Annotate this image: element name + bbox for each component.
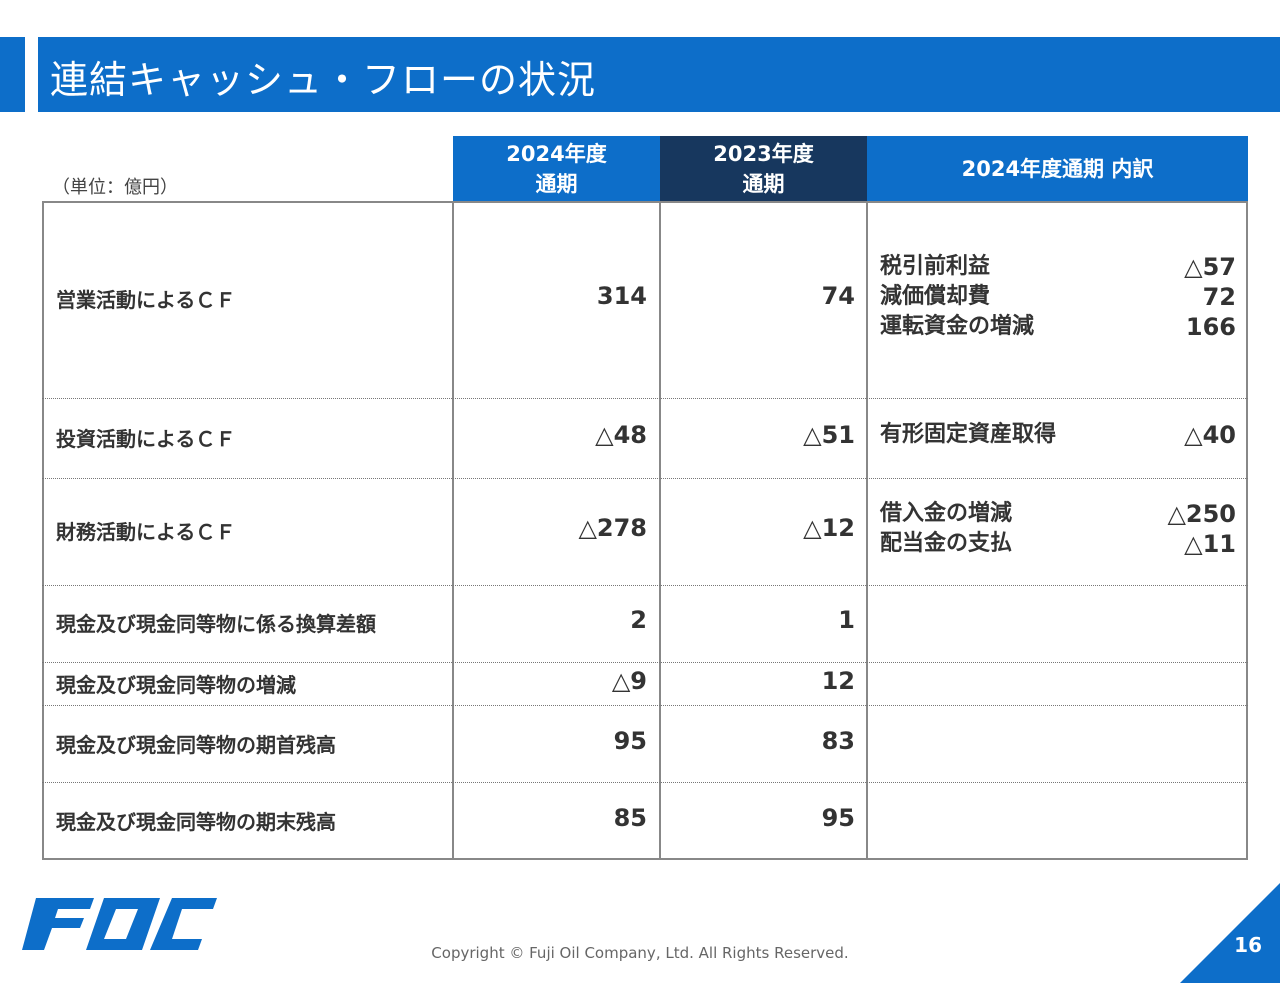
- breakdown-label: 配当金の支払: [880, 531, 1013, 556]
- breakdown-item: 借入金の増減 △250: [880, 499, 1236, 529]
- breakdown-value: △57: [1184, 253, 1236, 281]
- value-2024-beginning-balance: 95: [613, 727, 647, 755]
- breakdown-label: 税引前利益: [880, 254, 991, 279]
- value-2023-investing-cf: △51: [803, 421, 855, 449]
- row-label-financing-cf: 財務活動によるＣＦ: [56, 520, 236, 544]
- breakdown-value: △250: [1167, 500, 1236, 528]
- row-divider: [42, 585, 1248, 586]
- breakdown-item: 減価償却費 72: [880, 282, 1236, 312]
- column-divider: [452, 201, 454, 860]
- foc-logo: [22, 898, 217, 950]
- row-label-operating-cf: 営業活動によるＣＦ: [56, 288, 236, 312]
- row-label-fx-translation: 現金及び現金同等物に係る換算差額: [56, 612, 376, 636]
- value-2023-operating-cf: 74: [821, 282, 855, 310]
- breakdown-label: 借入金の増減: [880, 501, 1013, 526]
- value-2024-net-change: △9: [611, 667, 647, 695]
- page-number: 16: [1234, 933, 1262, 957]
- header-2024-period: 通期: [535, 171, 578, 196]
- row-label-ending-balance: 現金及び現金同等物の期末残高: [56, 810, 336, 834]
- row-label-investing-cf: 投資活動によるＣＦ: [56, 427, 236, 451]
- cash-flow-table: [42, 201, 1248, 860]
- header-2024-year: 2024年度: [506, 141, 607, 166]
- column-divider: [659, 201, 661, 860]
- row-label-net-change: 現金及び現金同等物の増減: [56, 673, 296, 697]
- value-2023-beginning-balance: 83: [821, 727, 855, 755]
- breakdown-label: 運転資金の増減: [880, 314, 1035, 339]
- copyright-notice: Copyright © Fuji Oil Company, Ltd. All R…: [431, 944, 849, 962]
- page-title: 連結キャッシュ・フローの状況: [50, 58, 597, 102]
- value-2024-operating-cf: 314: [596, 282, 647, 310]
- row-divider: [42, 782, 1248, 783]
- value-2023-financing-cf: △12: [803, 514, 855, 542]
- value-2024-financing-cf: △278: [578, 514, 647, 542]
- title-bar: 連結キャッシュ・フローの状況: [38, 37, 1280, 112]
- breakdown-value: △40: [1184, 421, 1236, 449]
- row-divider: [42, 705, 1248, 706]
- value-2024-fx-translation: 2: [630, 606, 647, 634]
- row-divider: [42, 398, 1248, 399]
- row-divider: [42, 478, 1248, 479]
- header-2023-year: 2023年度: [713, 141, 814, 166]
- page-corner-triangle: [1180, 883, 1280, 983]
- breakdown-value: △11: [1184, 530, 1236, 558]
- breakdown-label: 減価償却費: [880, 284, 991, 309]
- breakdown-item: 配当金の支払 △11: [880, 529, 1236, 559]
- row-label-beginning-balance: 現金及び現金同等物の期首残高: [56, 733, 336, 757]
- breakdown-item: 税引前利益 △57: [880, 252, 1236, 282]
- header-2023-period: 通期: [742, 171, 785, 196]
- breakdown-item: 運転資金の増減 166: [880, 312, 1236, 342]
- value-2023-fx-translation: 1: [838, 606, 855, 634]
- breakdown-value: 166: [1185, 313, 1236, 341]
- breakdown-item: 有形固定資産取得 △40: [880, 420, 1236, 450]
- value-2024-ending-balance: 85: [613, 804, 647, 832]
- value-2023-ending-balance: 95: [821, 804, 855, 832]
- header-2023-full-year: 2023年度 通期: [660, 136, 867, 201]
- row-divider: [42, 662, 1248, 663]
- title-accent-bar: [0, 37, 25, 112]
- breakdown-label: 有形固定資産取得: [880, 422, 1057, 447]
- unit-label: （単位：億円）: [52, 177, 178, 198]
- column-divider: [866, 201, 868, 860]
- breakdown-value: 72: [1202, 283, 1236, 311]
- header-2024-full-year: 2024年度 通期: [453, 136, 660, 201]
- value-2024-investing-cf: △48: [595, 421, 647, 449]
- header-breakdown: 2024年度通期 内訳: [867, 136, 1248, 201]
- value-2023-net-change: 12: [821, 667, 855, 695]
